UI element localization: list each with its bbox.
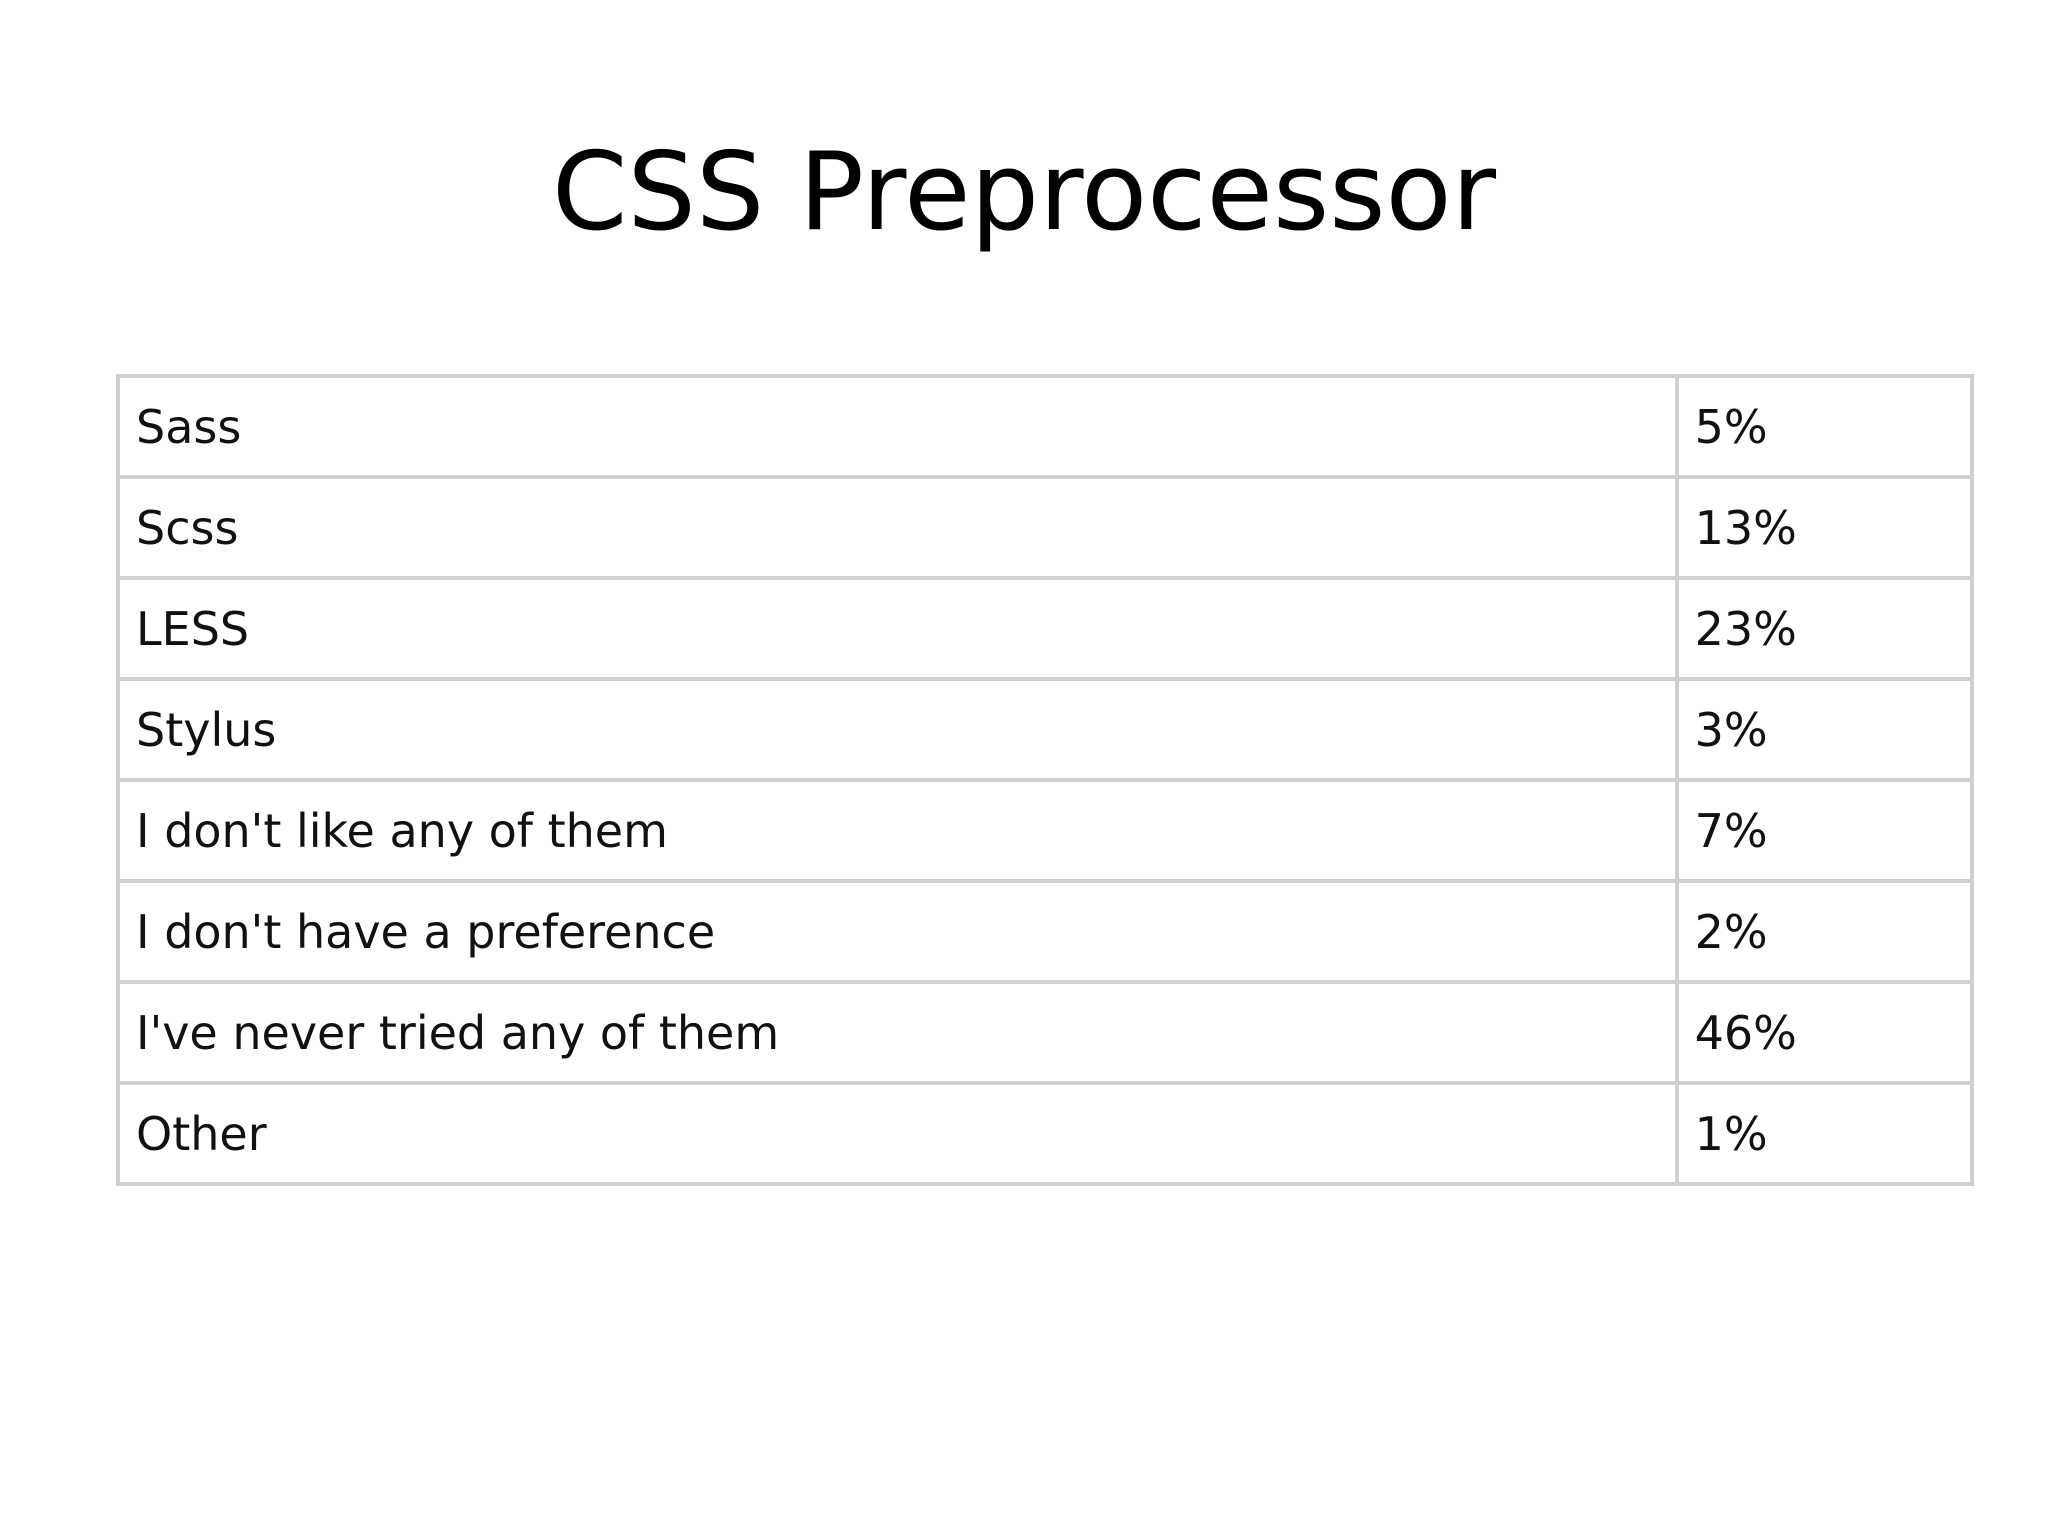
row-label: Sass (116, 374, 1679, 479)
row-value: 2% (1674, 879, 1975, 984)
row-value: 46% (1674, 980, 1975, 1085)
table-body: Sass 5% Scss 13% LESS 23% Stylus 3% I do… (116, 374, 1975, 1186)
table-row: Scss 13% (116, 475, 1975, 580)
row-value: 7% (1674, 778, 1975, 883)
row-value: 23% (1674, 576, 1975, 681)
row-label: Other (116, 1081, 1679, 1186)
row-value: 5% (1674, 374, 1975, 479)
row-label: I don't have a preference (116, 879, 1679, 984)
row-label: LESS (116, 576, 1679, 681)
row-value: 13% (1674, 475, 1975, 580)
table-row: Stylus 3% (116, 677, 1975, 782)
row-label: Stylus (116, 677, 1679, 782)
table-row: I don't have a preference 2% (116, 879, 1975, 984)
table-row: I don't like any of them 7% (116, 778, 1975, 883)
row-label: I don't like any of them (116, 778, 1679, 883)
table-row: LESS 23% (116, 576, 1975, 681)
row-value: 1% (1674, 1081, 1975, 1186)
table-row: Other 1% (116, 1081, 1975, 1186)
table-row: I've never tried any of them 46% (116, 980, 1975, 1085)
row-label: I've never tried any of them (116, 980, 1679, 1085)
row-value: 3% (1674, 677, 1975, 782)
table-row: Sass 5% (116, 374, 1975, 479)
page-title: CSS Preprocessor (551, 130, 1497, 255)
row-label: Scss (116, 475, 1679, 580)
survey-table: Sass 5% Scss 13% LESS 23% Stylus 3% I do… (116, 374, 1975, 1186)
